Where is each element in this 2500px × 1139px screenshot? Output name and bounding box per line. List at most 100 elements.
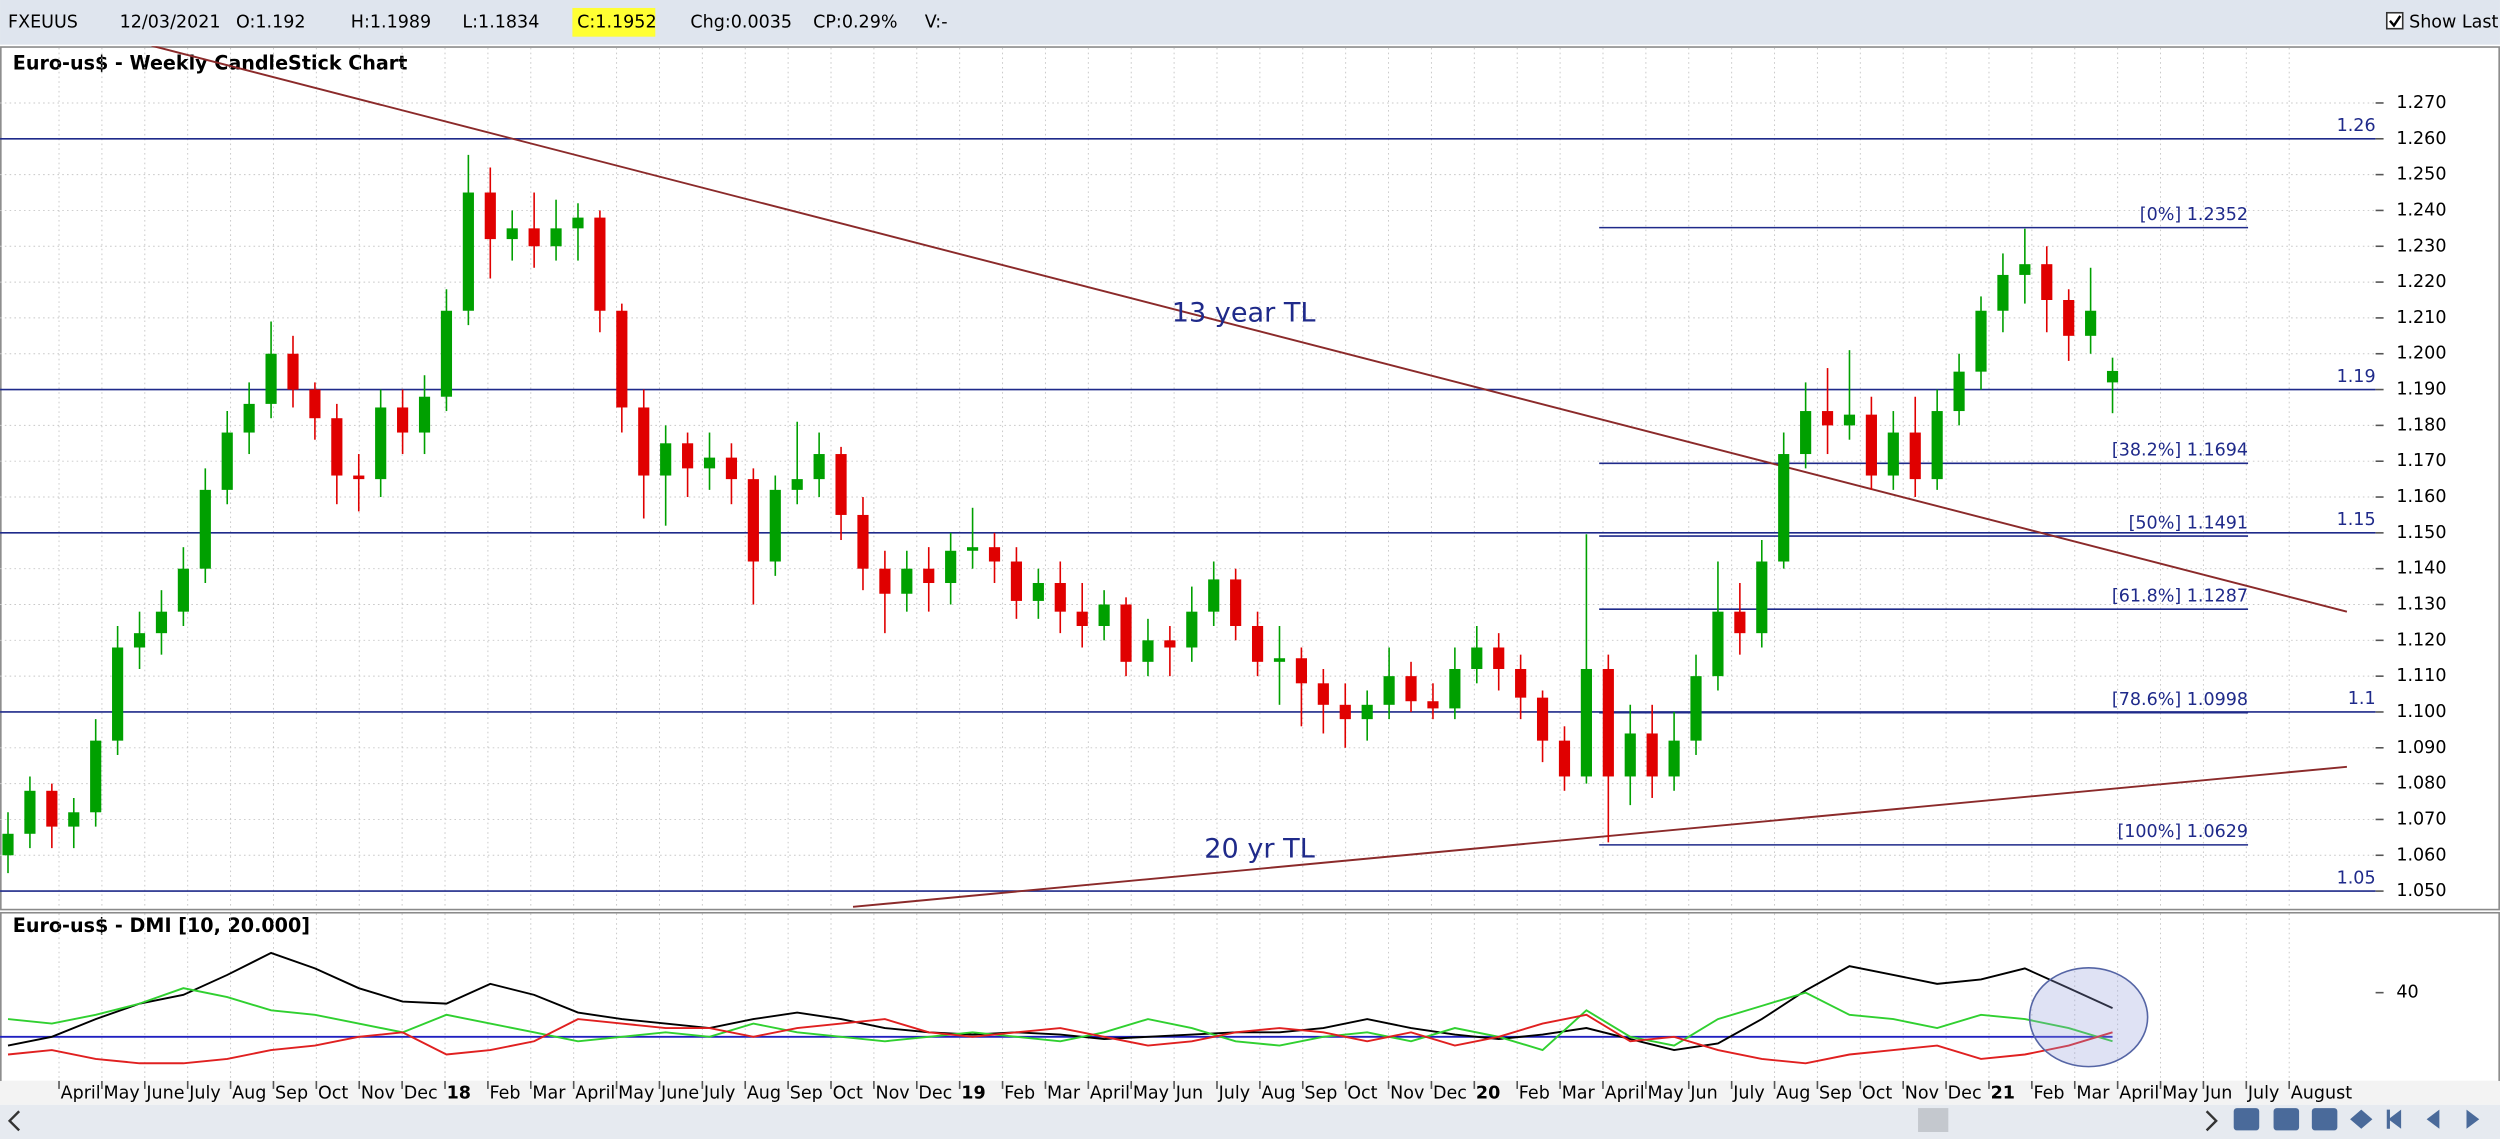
scroll-thumb[interactable] — [1918, 1108, 1949, 1132]
y-tick-label: 1.270 — [2396, 93, 2446, 113]
dmi-line — [7, 1013, 2113, 1065]
y-tick-label: 1.130 — [2396, 595, 2446, 615]
y-tick-label: 1.140 — [2396, 559, 2446, 579]
close: C:1.1952 — [577, 12, 656, 32]
candle-body — [747, 479, 759, 562]
first-button[interactable] — [2386, 1109, 2402, 1129]
x-tick-label: Oct — [833, 1084, 863, 1104]
y-tick-label: 1.250 — [2396, 165, 2446, 185]
candle-body — [462, 192, 474, 311]
candle-body — [1690, 676, 1702, 741]
candle-body — [901, 568, 913, 594]
prev-button[interactable] — [2426, 1109, 2440, 1129]
y-tick-label: 1.260 — [2396, 129, 2446, 149]
trend-label: 13 year TL — [1172, 298, 1316, 329]
candle-body — [857, 514, 869, 569]
candle-body — [1800, 411, 1812, 455]
level-label: 1.26 — [2337, 116, 2376, 136]
x-tick-label: Mar — [1562, 1084, 1596, 1104]
x-tick-label: Nov — [1905, 1084, 1939, 1104]
fib-label: [78.6%] 1.0998 — [2112, 690, 2248, 710]
y-tick-label: 1.200 — [2396, 344, 2446, 364]
candle-body — [813, 454, 825, 480]
x-tick-label: Sep — [790, 1084, 823, 1104]
volume: V:- — [925, 12, 948, 32]
candle-body — [1953, 371, 1965, 412]
y-tick-label: 1.180 — [2396, 415, 2446, 435]
candle-body — [703, 457, 716, 469]
x-tick-label: 20 — [1476, 1084, 1500, 1104]
x-tick-label: June — [660, 1084, 699, 1104]
candle-body — [1449, 668, 1461, 709]
highlight-ellipse — [2028, 966, 2149, 1068]
x-tick-label: Mar — [1047, 1084, 1081, 1104]
scroll-right-small[interactable] — [2205, 1110, 2218, 1132]
candle-body — [1712, 611, 1724, 677]
level-label: 1.19 — [2337, 367, 2376, 387]
x-tick-label: May — [1647, 1084, 1683, 1104]
candle-body — [1273, 658, 1286, 662]
trend-line — [151, 46, 2348, 613]
candle-body — [1756, 561, 1768, 634]
x-tick-label: Jun — [1689, 1084, 1717, 1104]
candle-body — [1339, 704, 1351, 720]
x-tick-label: July — [703, 1084, 736, 1104]
zoom-button[interactable] — [2311, 1108, 2338, 1131]
x-tick-label: May — [1133, 1084, 1169, 1104]
candle-body — [177, 568, 189, 612]
y-tick-label: 1.210 — [2396, 308, 2446, 328]
candle-body — [1208, 579, 1220, 612]
x-tick-label: Mar — [532, 1084, 566, 1104]
candle-body — [1668, 740, 1680, 777]
x-tick-label: Nov — [875, 1084, 909, 1104]
y-tick-label: 1.120 — [2396, 630, 2446, 650]
candle-body — [2063, 299, 2075, 336]
candle-body — [46, 790, 58, 827]
y-tick-label: 1.100 — [2396, 702, 2446, 722]
x-tick-label: Oct — [1862, 1084, 1892, 1104]
candle-body — [1624, 733, 1636, 777]
candle-body — [1843, 414, 1856, 426]
zoom-button[interactable] — [2273, 1108, 2300, 1131]
candle-body — [1164, 640, 1176, 648]
candle-body — [155, 611, 168, 634]
candle-body — [1383, 676, 1395, 705]
dmi-line — [7, 987, 2113, 1052]
x-tick-label: Aug — [1776, 1084, 1810, 1104]
x-tick-label: April — [575, 1084, 615, 1104]
scroll-left[interactable] — [7, 1110, 21, 1132]
candle-body — [1230, 579, 1242, 626]
show-last-label[interactable]: Show Last — [2409, 12, 2498, 32]
candle-body — [1931, 411, 1943, 480]
candle-body — [572, 217, 584, 229]
zoom-button[interactable] — [2233, 1108, 2260, 1131]
candle-body — [484, 192, 496, 240]
x-tick-label: May — [2162, 1084, 2198, 1104]
y-tick-label: 1.080 — [2396, 774, 2446, 794]
next-button[interactable] — [2466, 1109, 2480, 1129]
candle-body — [1317, 683, 1329, 705]
candle-body — [1295, 658, 1307, 684]
x-tick-label: Sep — [275, 1084, 308, 1104]
x-tick-label: Aug — [747, 1084, 781, 1104]
candle-body — [528, 228, 540, 247]
candle-body — [1405, 676, 1417, 702]
x-tick-label: April — [2119, 1084, 2159, 1104]
candle-body — [1427, 701, 1439, 709]
fib-label: [100%] 1.0629 — [2117, 822, 2248, 842]
candle-body — [1909, 432, 1921, 480]
candle-body — [68, 812, 80, 827]
candle-body — [550, 228, 562, 247]
candle-body — [945, 550, 957, 584]
candle-body — [199, 489, 211, 569]
candle-body — [221, 432, 233, 490]
candle-body — [1887, 432, 1899, 476]
candle-body — [243, 403, 255, 433]
candle-body — [660, 443, 672, 476]
x-tick-label: 19 — [961, 1084, 985, 1104]
x-tick-label: May — [104, 1084, 140, 1104]
candle-body — [725, 457, 738, 480]
x-tick-label: July — [188, 1084, 221, 1104]
candle-body — [2106, 370, 2119, 383]
